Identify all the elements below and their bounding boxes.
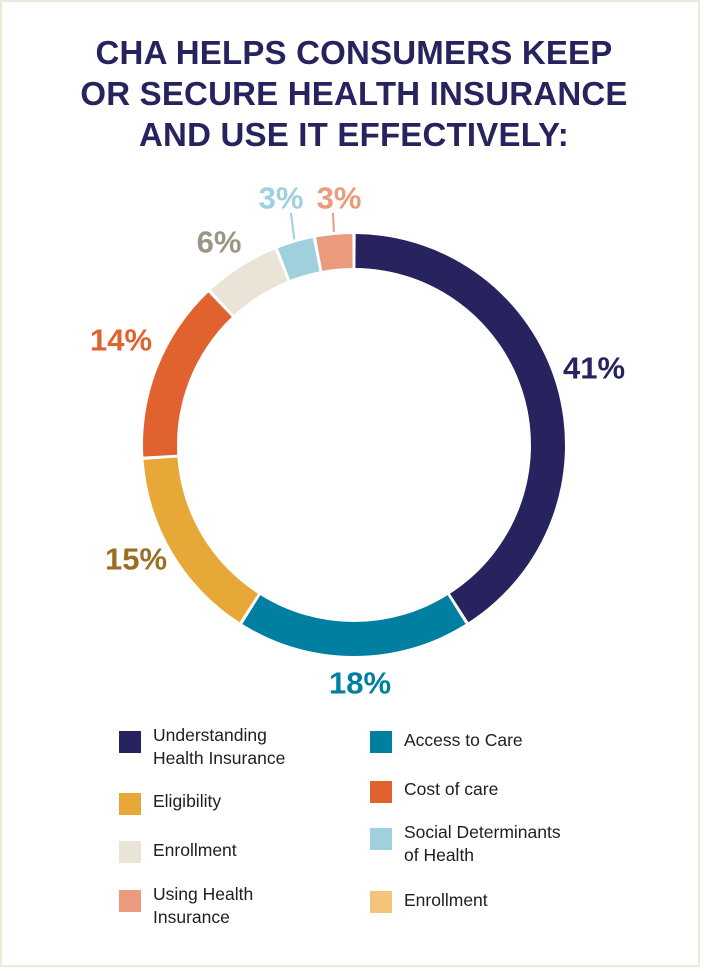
legend-item-social-determinants-of-health: Social Determinants of Health [370, 821, 561, 867]
title-line-1: CHA HELPS CONSUMERS KEEP [95, 34, 613, 71]
label-leader-lines [290, 212, 335, 240]
legend-label: Understanding Health Insurance [153, 725, 286, 768]
title-line-3: AND USE IT EFFECTIVELY: [139, 116, 569, 153]
legend-swatch [119, 731, 141, 753]
legend-swatch [370, 731, 392, 753]
legend-item-access-to-care: Access to Care [370, 729, 523, 753]
legend-label: Enrollment [404, 890, 488, 910]
donut-slices [143, 234, 566, 657]
slice-label-social-determinants-of-health: 3% [259, 181, 304, 216]
leader-line-social-determinants-of-health [290, 212, 296, 240]
legend-swatch [370, 828, 392, 850]
legend-label: Using Health Insurance [153, 884, 254, 927]
legend-label: Enrollment [153, 840, 237, 860]
chart-title: CHA HELPS CONSUMERS KEEP OR SECURE HEALT… [2, 32, 704, 155]
slice-social-determinants-of-health [277, 238, 320, 280]
legend-swatch [370, 891, 392, 913]
slice-labels: 41% 18% 15% 14% 6% 3% 3% [90, 181, 625, 701]
legend-item-understanding-health-insurance: Understanding Health Insurance [119, 724, 285, 770]
slice-label-cost-of-care: 14% [90, 323, 152, 358]
slice-access-to-care [242, 595, 466, 657]
legend-swatch [119, 793, 141, 815]
legend-swatch [119, 841, 141, 863]
legend-label: Cost of care [404, 779, 499, 799]
slice-enrollment [210, 249, 288, 316]
legend-item-using-health-insurance: Using Health Insurance [119, 883, 253, 929]
slice-label-enrollment: 6% [197, 225, 242, 260]
slice-label-eligibility: 15% [105, 542, 167, 577]
title-line-2: OR SECURE HEALTH INSURANCE [80, 75, 628, 112]
slice-cost-of-care [143, 292, 232, 457]
leader-line-using-health-insurance [332, 212, 335, 232]
legend-label: Eligibility [153, 791, 222, 811]
slice-understanding-health-insurance [355, 234, 566, 623]
legend-swatch [370, 781, 392, 803]
legend-item-cost-of-care: Cost of care [370, 778, 498, 803]
legend-label: Social Determinants of Health [404, 822, 561, 865]
slice-using-health-insurance [316, 234, 353, 271]
legend-item-eligibility: Eligibility [119, 790, 221, 815]
legend-swatch [119, 890, 141, 912]
legend-label: Access to Care [404, 730, 523, 750]
legend-item-enrollment: Enrollment [119, 839, 237, 863]
slice-label-access-to-care: 18% [329, 666, 391, 701]
slice-label-understanding-health-insurance: 41% [563, 351, 625, 386]
legend-item-enrollment: Enrollment [370, 889, 488, 913]
slice-eligibility [143, 457, 258, 623]
donut-chart: 41% 18% 15% 14% 6% 3% 3% [90, 181, 625, 701]
slice-label-using-health-insurance: 3% [317, 181, 362, 216]
